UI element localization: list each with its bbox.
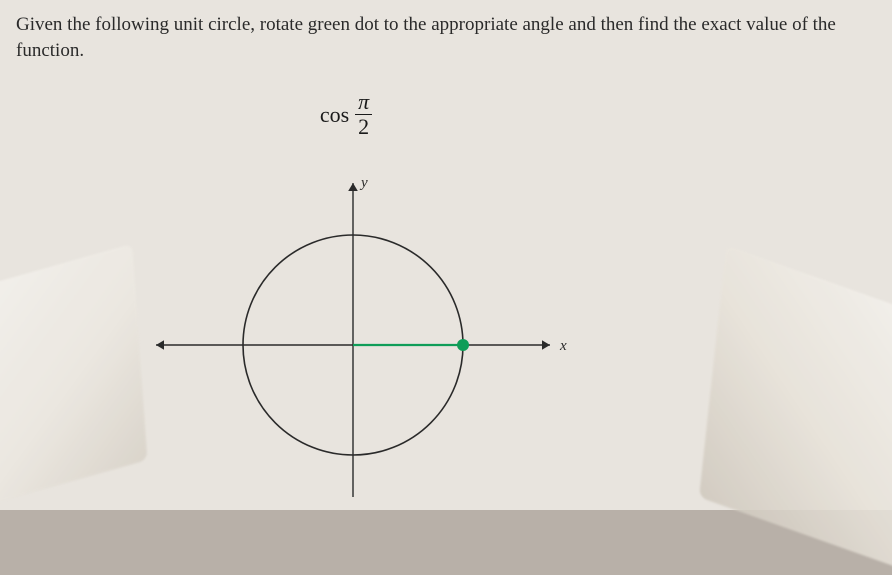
content-panel: Given the following unit circle, rotate … (0, 0, 892, 510)
question-text: Given the following unit circle, rotate … (16, 12, 876, 63)
unit-circle-svg[interactable]: xy (148, 175, 578, 505)
fraction-numerator: π (355, 91, 372, 115)
x-axis-arrow-right (542, 340, 550, 350)
left-glare-decor (0, 244, 147, 517)
fraction-denominator: 2 (358, 115, 369, 138)
x-axis-label: x (559, 338, 567, 354)
right-glare-decor (699, 245, 892, 574)
formula: cos π 2 (0, 91, 876, 138)
unit-circle-graph[interactable]: xy (148, 175, 578, 510)
green-dot[interactable] (457, 339, 469, 351)
function-name: cos (320, 102, 349, 128)
fraction: π 2 (355, 91, 372, 138)
y-axis-arrow-up (348, 183, 358, 191)
y-axis-label: y (359, 175, 368, 191)
x-axis-arrow-left (156, 340, 164, 350)
